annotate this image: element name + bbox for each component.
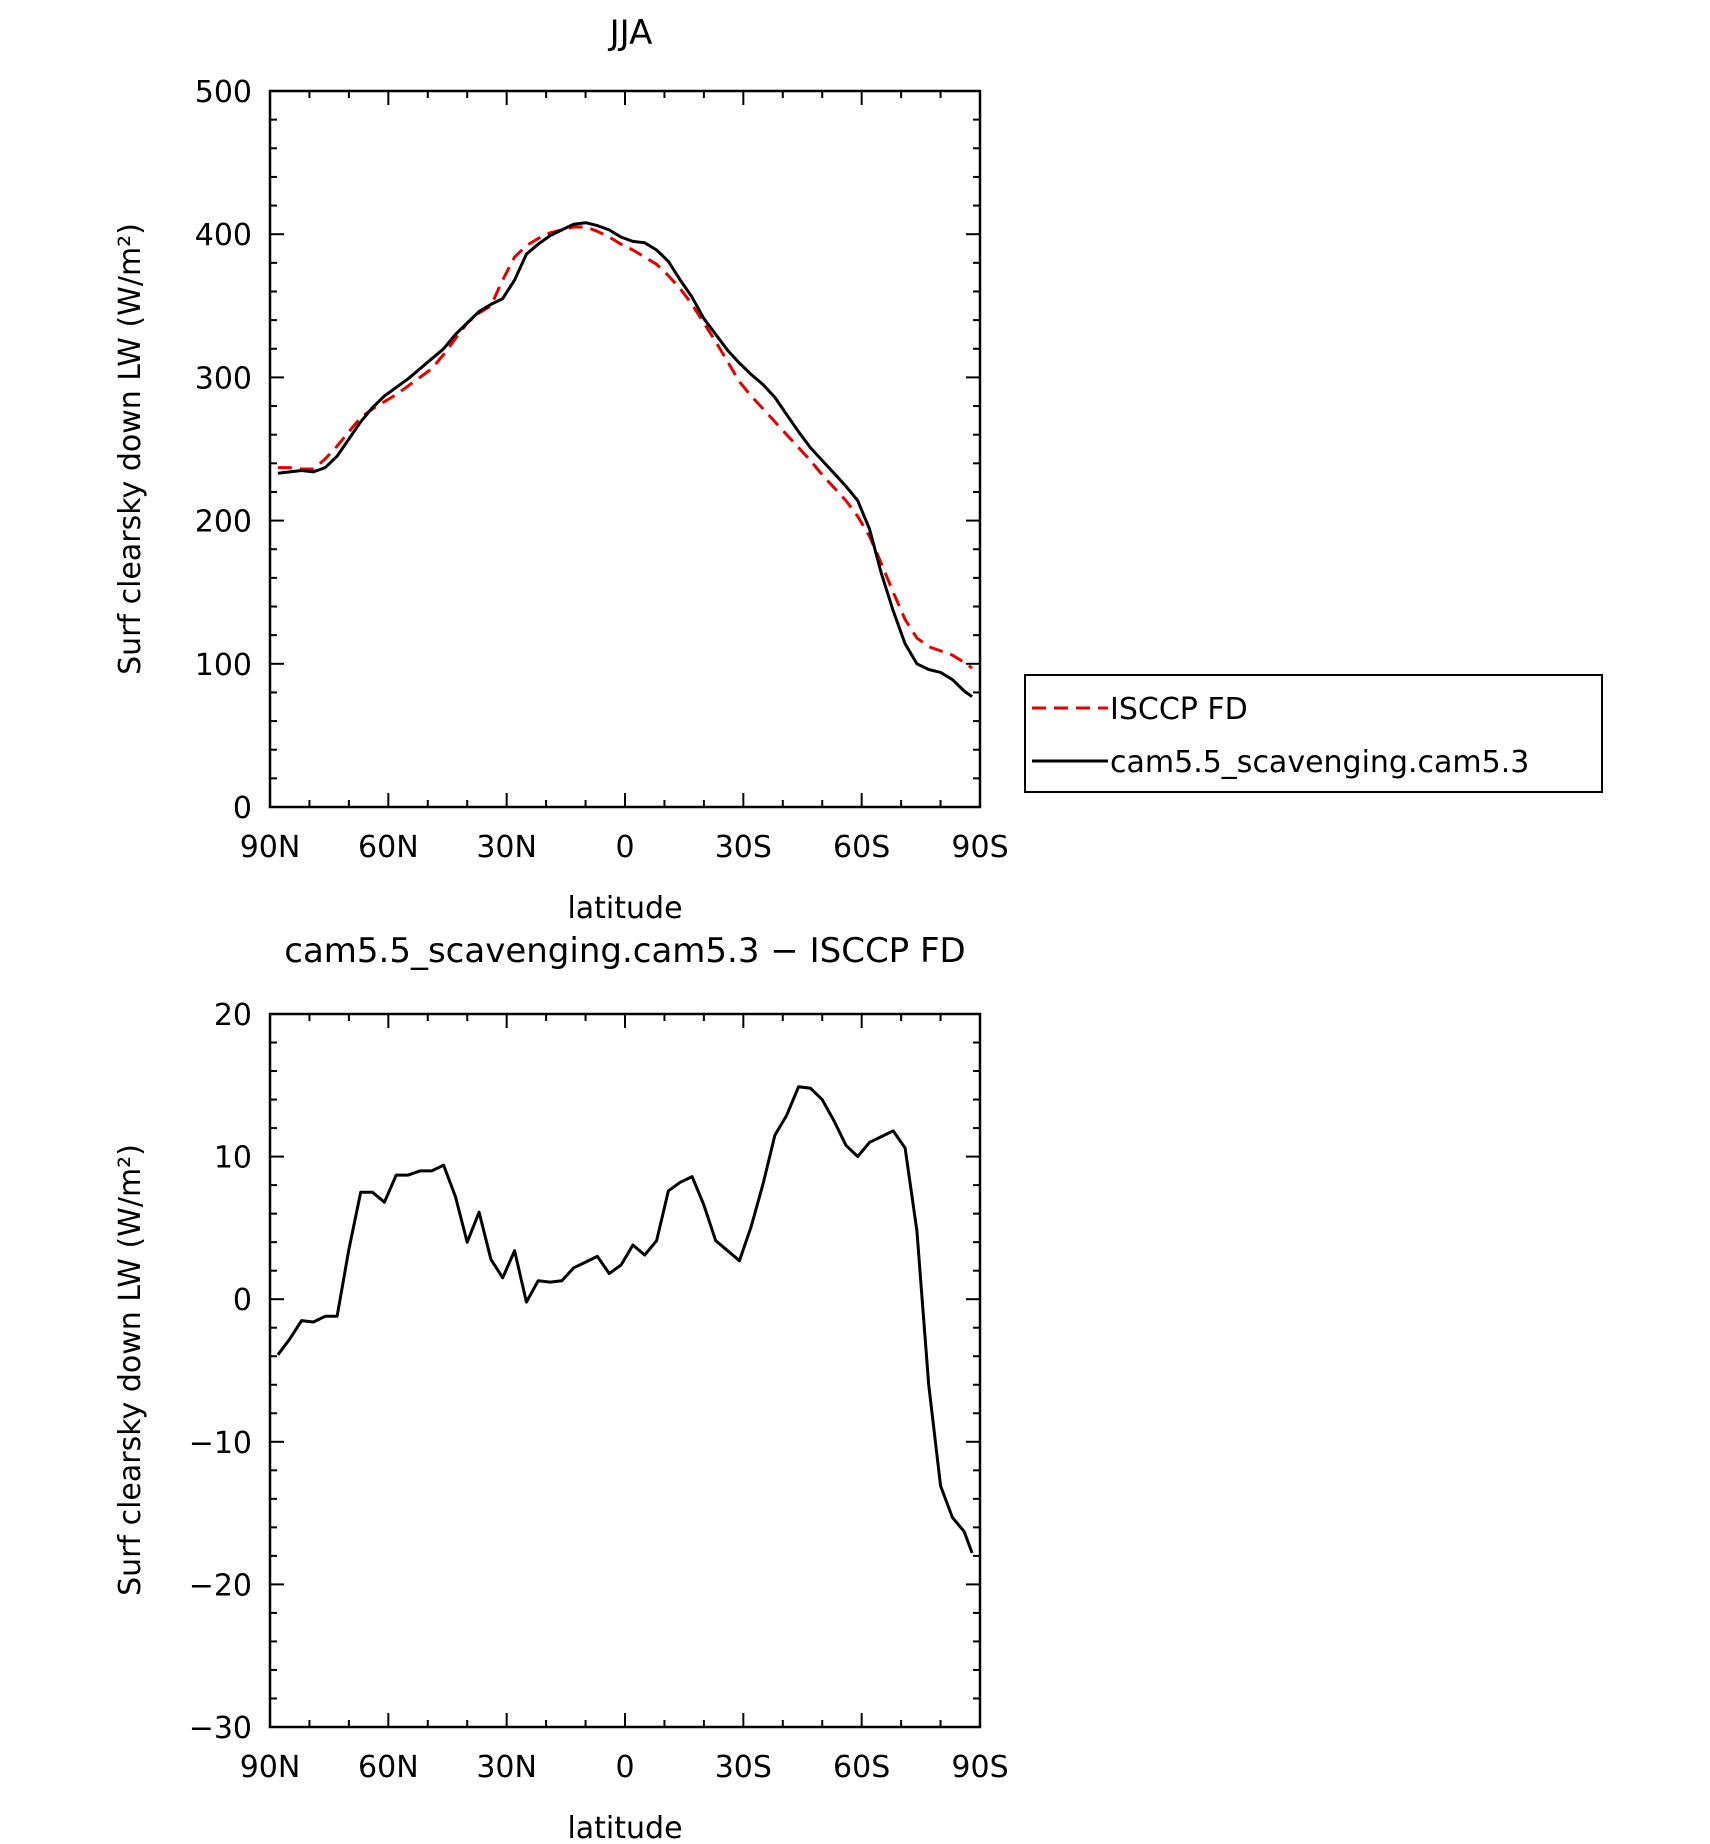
x-tick-label: 60S (833, 830, 890, 865)
bottom-plot-frame (268, 1012, 982, 1729)
legend-label-isccp: ISCCP FD (1110, 692, 1248, 727)
y-tick-label: 0 (233, 1283, 252, 1318)
top-panel: JJA 90N 60N 30N 0 30S 60S 90S0100200300400500 … (113, 13, 1009, 926)
y-tick-label: −10 (189, 1426, 252, 1461)
bottom-x-axis-label: latitude (567, 1811, 682, 1844)
x-tick-label: 30S (715, 1750, 772, 1785)
x-tick-label: 90S (951, 1750, 1008, 1785)
bottom-panel: cam5.5_scavenging.cam5.3 − ISCCP FD 90N 6… (113, 931, 1009, 1844)
y-tick-label: −20 (189, 1568, 252, 1603)
y-tick-label: 200 (195, 505, 252, 540)
top-y-axis-label: Surf clearsky down LW (W/m²) (113, 223, 148, 675)
top-plot-area: 90N 60N 30N 0 30S 60S 90S 0 100 200 300 400 500 (195, 75, 1009, 865)
series-line-0-0 (277, 225, 973, 670)
top-chart-title: JJA (608, 13, 653, 53)
y-tick-label: 400 (195, 218, 252, 253)
x-tick-label: 60N (358, 1750, 419, 1785)
legend-label-cam: cam5.5_scavenging.cam5.3 (1110, 745, 1529, 780)
x-tick-label: 60S (833, 1750, 890, 1785)
x-tick-label: 0 (615, 1750, 634, 1785)
x-tick-label: 30N (476, 830, 537, 865)
x-tick-label: 30S (715, 830, 772, 865)
series-line-1-0 (276, 1085, 974, 1554)
top-x-axis-label: latitude (567, 891, 682, 926)
bottom-plot-area: 90N 60N 30N 0 30S 60S 90S −30 −20 −10 0 10 20 (189, 998, 1009, 1785)
y-tick-label: 100 (195, 648, 252, 683)
x-tick-label: 90S (951, 830, 1008, 865)
legend-box (1024, 674, 1603, 793)
y-tick-label: 20 (214, 998, 252, 1033)
y-tick-label: 500 (195, 75, 252, 110)
series-line-0-1 (277, 221, 973, 698)
top-plot-frame (268, 89, 982, 809)
x-tick-label: 30N (476, 1750, 537, 1785)
x-tick-label: 90N (240, 830, 301, 865)
y-tick-label: 10 (214, 1141, 252, 1176)
y-tick-label: 0 (233, 791, 252, 826)
y-tick-label: 300 (195, 361, 252, 396)
legend: ISCCP FD cam5.5_scavenging.cam5.3 (1024, 674, 1603, 793)
x-tick-label: 0 (615, 830, 634, 865)
bottom-chart-title: cam5.5_scavenging.cam5.3 − ISCCP FD (284, 931, 965, 971)
y-tick-label: −30 (189, 1711, 252, 1746)
bottom-y-axis-label: Surf clearsky down LW (W/m²) (113, 1144, 148, 1596)
x-tick-label: 60N (358, 830, 419, 865)
x-tick-label: 90N (240, 1750, 301, 1785)
